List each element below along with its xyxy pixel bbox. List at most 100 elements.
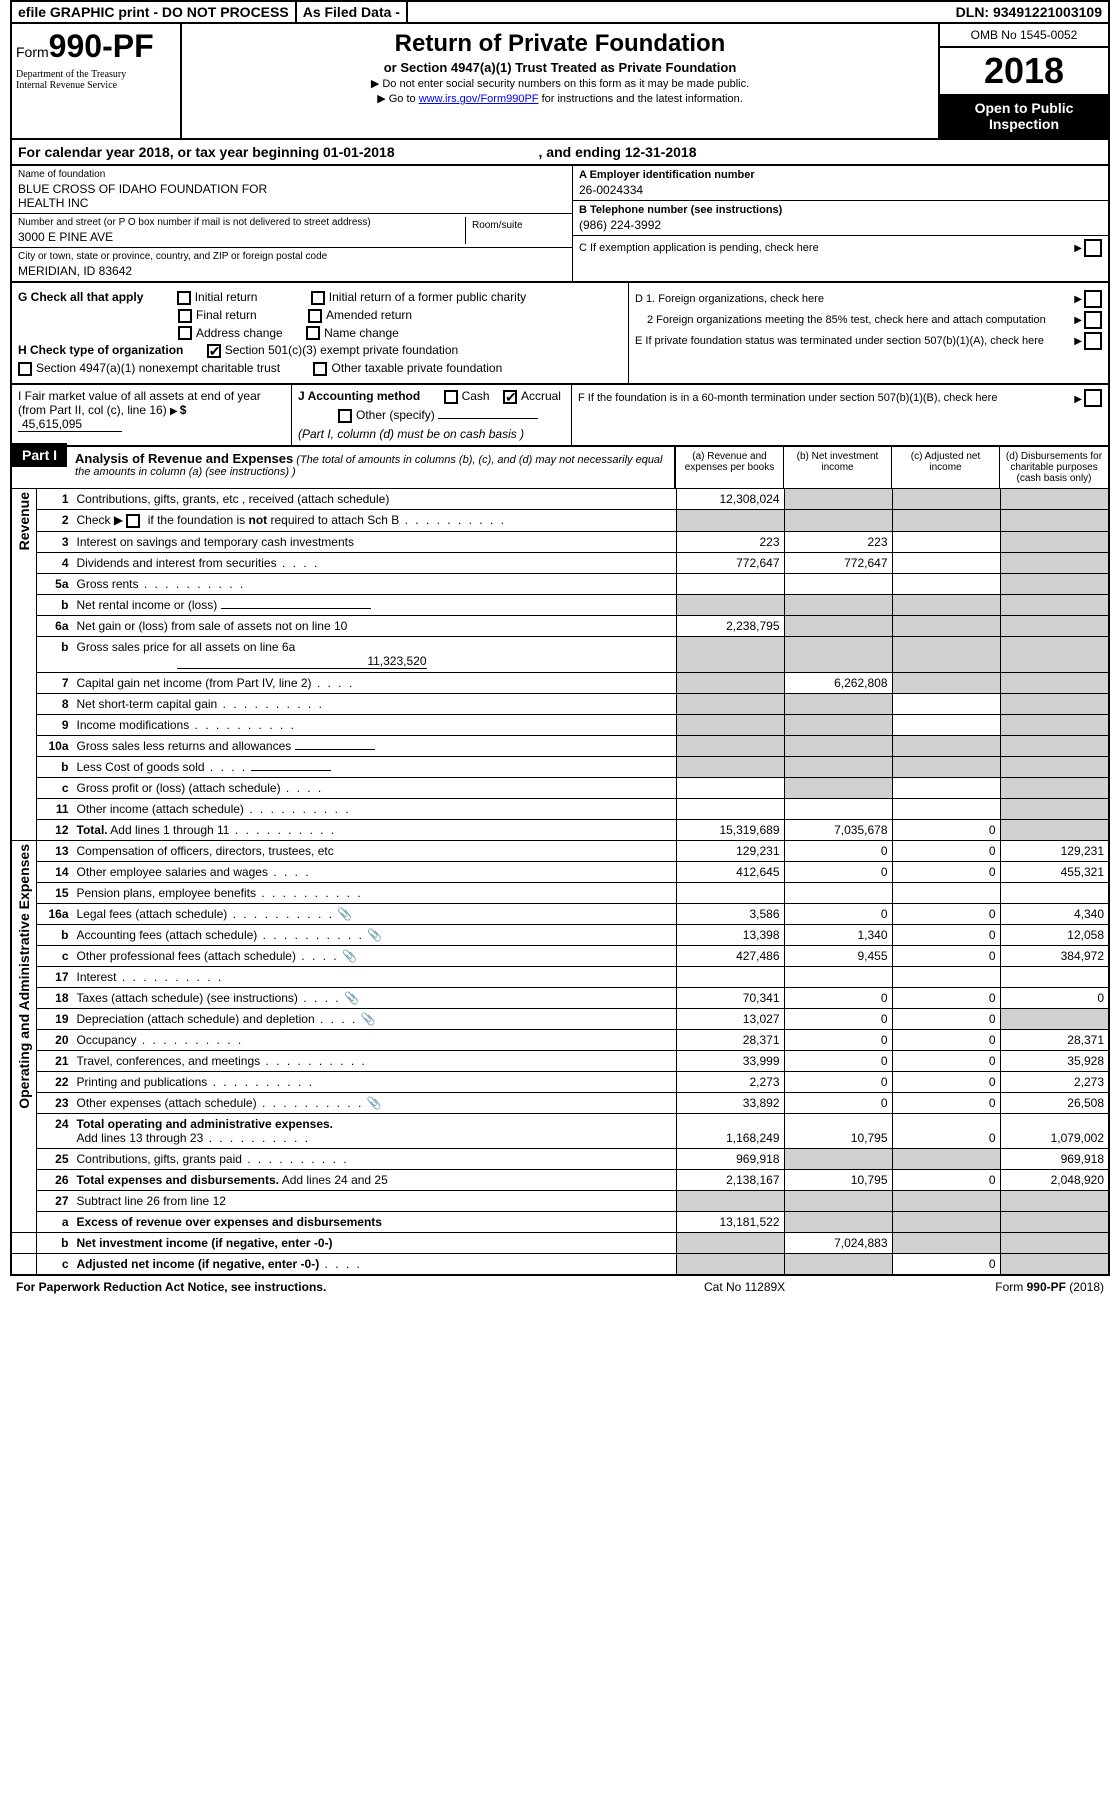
chk-amended[interactable] — [308, 309, 322, 323]
c-checkbox[interactable] — [1084, 239, 1102, 257]
table-row: bAccounting fees (attach schedule) 📎13,3… — [12, 924, 1108, 945]
instr1: ▶ Do not enter social security numbers o… — [188, 77, 932, 90]
table-row: 22Printing and publications2,273002,273 — [12, 1071, 1108, 1092]
d1: D 1. Foreign organizations, check here — [635, 293, 1074, 305]
efile-notice: efile GRAPHIC print - DO NOT PROCESS — [12, 2, 297, 22]
table-row: 23Other expenses (attach schedule) 📎33,8… — [12, 1092, 1108, 1113]
col-c: (c) Adjusted net income — [892, 447, 1000, 488]
attach-icon[interactable]: 📎 — [337, 907, 352, 921]
d1-chk[interactable] — [1084, 290, 1102, 308]
g-label: G Check all that apply — [18, 290, 143, 304]
e-chk[interactable] — [1084, 332, 1102, 350]
footer-mid: Cat No 11289X — [704, 1280, 904, 1294]
col-a: (a) Revenue and expenses per books — [676, 447, 784, 488]
table-row: 16aLegal fees (attach schedule) 📎3,58600… — [12, 903, 1108, 924]
table-row: 27Subtract line 26 from line 12 — [12, 1190, 1108, 1211]
table-row: 20Occupancy28,3710028,371 — [12, 1029, 1108, 1050]
chk-other-tax[interactable] — [313, 362, 327, 376]
table-row: 19Depreciation (attach schedule) and dep… — [12, 1008, 1108, 1029]
c-label: C If exemption application is pending, c… — [579, 242, 1074, 254]
chk-schb[interactable] — [126, 514, 140, 528]
table-row: bNet investment income (if negative, ent… — [12, 1232, 1108, 1253]
table-row: 5aGross rents — [12, 573, 1108, 594]
chk-cash[interactable] — [444, 390, 458, 404]
table-row: 25Contributions, gifts, grants paid969,9… — [12, 1148, 1108, 1169]
name-label: Name of foundation — [18, 169, 566, 180]
chk-initial-former[interactable] — [311, 291, 325, 305]
chk-initial[interactable] — [177, 291, 191, 305]
room-label: Room/suite — [472, 220, 560, 231]
calendar-year: For calendar year 2018, or tax year begi… — [10, 140, 1110, 166]
i-label: I Fair market value of all assets at end… — [18, 389, 261, 417]
part1-label: Part I — [12, 443, 67, 467]
attach-icon[interactable]: 📎 — [342, 949, 357, 963]
table-row: bNet rental income or (loss) — [12, 594, 1108, 615]
chk-4947[interactable] — [18, 362, 32, 376]
chk-address[interactable] — [178, 326, 192, 340]
d2-chk[interactable] — [1084, 311, 1102, 329]
ein: 26-0024334 — [579, 183, 1102, 197]
footer: For Paperwork Reduction Act Notice, see … — [10, 1276, 1110, 1298]
j-label: J Accounting method — [298, 389, 420, 403]
lines-table: Revenue 1Contributions, gifts, grants, e… — [12, 488, 1108, 1274]
table-row: aExcess of revenue over expenses and dis… — [12, 1211, 1108, 1232]
chk-501c3[interactable] — [207, 344, 221, 358]
attach-icon[interactable]: 📎 — [344, 991, 359, 1005]
j-note: (Part I, column (d) must be on cash basi… — [298, 427, 565, 441]
tel-label: B Telephone number (see instructions) — [579, 204, 1102, 216]
form-subtitle: or Section 4947(a)(1) Trust Treated as P… — [188, 60, 932, 75]
e-label: E If private foundation status was termi… — [635, 335, 1074, 347]
table-row: 21Travel, conferences, and meetings33,99… — [12, 1050, 1108, 1071]
table-row: 14Other employee salaries and wages412,6… — [12, 861, 1108, 882]
form-header: Form990-PF Department of the Treasury In… — [10, 24, 1110, 140]
attach-icon[interactable]: 📎 — [367, 1096, 382, 1110]
table-row: 7Capital gain net income (from Part IV, … — [12, 672, 1108, 693]
table-row: 3Interest on savings and temporary cash … — [12, 531, 1108, 552]
instr2: ▶ Go to www.irs.gov/Form990PF for instru… — [188, 92, 932, 105]
city: MERIDIAN, ID 83642 — [18, 264, 566, 278]
table-row: cOther professional fees (attach schedul… — [12, 945, 1108, 966]
table-row: 17Interest — [12, 966, 1108, 987]
attach-icon[interactable]: 📎 — [367, 928, 382, 942]
top-bar: efile GRAPHIC print - DO NOT PROCESS As … — [10, 0, 1110, 24]
chk-final[interactable] — [178, 309, 192, 323]
table-row: 12Total. Add lines 1 through 1115,319,68… — [12, 819, 1108, 840]
section-gh: G Check all that apply Initial return In… — [10, 283, 1110, 385]
chk-name[interactable] — [306, 326, 320, 340]
footer-left: For Paperwork Reduction Act Notice, see … — [16, 1280, 704, 1294]
col-d: (d) Disbursements for charitable purpose… — [1000, 447, 1108, 488]
as-filed: As Filed Data - — [297, 2, 408, 22]
dln: DLN: 93491221003109 — [950, 2, 1108, 22]
f-chk[interactable] — [1084, 389, 1102, 407]
side-revenue: Revenue — [16, 492, 32, 550]
h-label: H Check type of organization — [18, 343, 183, 357]
table-row: Operating and Administrative Expenses 13… — [12, 840, 1108, 861]
foundation-name: BLUE CROSS OF IDAHO FOUNDATION FOR HEALT… — [18, 182, 566, 210]
city-label: City or town, state or province, country… — [18, 251, 566, 262]
irs-link[interactable]: www.irs.gov/Form990PF — [419, 93, 539, 105]
table-row: 15Pension plans, employee benefits — [12, 882, 1108, 903]
addr-label: Number and street (or P O box number if … — [18, 217, 465, 228]
side-expenses: Operating and Administrative Expenses — [16, 844, 32, 1109]
dept: Department of the Treasury Internal Reve… — [16, 69, 176, 91]
table-row: 4Dividends and interest from securities7… — [12, 552, 1108, 573]
table-row: Revenue 1Contributions, gifts, grants, e… — [12, 488, 1108, 509]
table-row: 11Other income (attach schedule) — [12, 798, 1108, 819]
form-number: 990-PF — [49, 28, 154, 64]
table-row: 24Total operating and administrative exp… — [12, 1113, 1108, 1148]
table-row: 10aGross sales less returns and allowanc… — [12, 735, 1108, 756]
table-row: 26Total expenses and disbursements. Add … — [12, 1169, 1108, 1190]
ein-label: A Employer identification number — [579, 169, 1102, 181]
chk-other[interactable] — [338, 409, 352, 423]
table-row: 9Income modifications — [12, 714, 1108, 735]
tel: (986) 224-3992 — [579, 218, 1102, 232]
open-inspection: Open to Public Inspection — [940, 94, 1108, 138]
section-ij: I Fair market value of all assets at end… — [10, 385, 1110, 447]
form-prefix: Form — [16, 44, 49, 60]
part1: Part I Analysis of Revenue and Expenses … — [10, 447, 1110, 1276]
attach-icon[interactable]: 📎 — [361, 1012, 376, 1026]
footer-right: Form 990-PF (2018) — [904, 1280, 1104, 1294]
f-label: F If the foundation is in a 60-month ter… — [578, 392, 1074, 404]
chk-accrual[interactable] — [503, 390, 517, 404]
omb: OMB No 1545-0052 — [940, 24, 1108, 48]
